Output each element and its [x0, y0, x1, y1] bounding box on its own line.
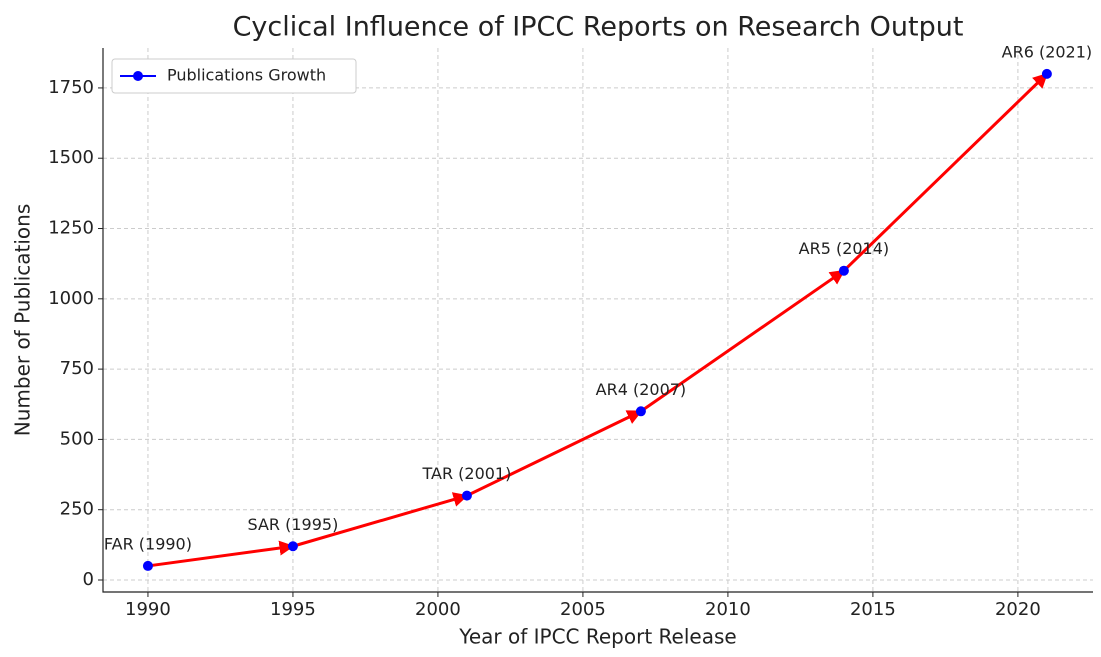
annotation: SAR (1995)	[248, 515, 339, 534]
x-tick-label: 1990	[125, 599, 171, 620]
data-point	[838, 265, 849, 276]
data-point	[1041, 68, 1052, 79]
data-point	[142, 560, 153, 571]
arrow	[147, 540, 295, 568]
x-tick-label: 2010	[705, 599, 751, 620]
legend-label: Publications Growth	[167, 66, 326, 85]
arrow	[842, 72, 1048, 272]
y-axis-label: Number of Publications	[11, 204, 35, 437]
y-tick-label: 1000	[48, 288, 94, 309]
annotation: FAR (1990)	[104, 534, 192, 553]
annotation: AR6 (2021)	[1002, 42, 1093, 61]
legend: Publications Growth	[111, 58, 357, 94]
data-point	[461, 490, 472, 501]
data-point	[287, 541, 298, 552]
y-tick-label: 500	[60, 428, 94, 449]
y-tick-label: 1500	[48, 147, 94, 168]
y-tick-label: 0	[83, 569, 94, 590]
arrow	[292, 492, 469, 548]
x-tick-label: 2000	[415, 599, 461, 620]
annotation: AR4 (2007)	[596, 380, 687, 399]
y-tick-label: 750	[60, 358, 94, 379]
x-tick-label: 1995	[270, 599, 316, 620]
x-axis-label: Year of IPCC Report Release	[458, 625, 736, 649]
data-line	[147, 73, 1048, 567]
y-tick-label: 1750	[48, 77, 94, 98]
y-tick-label: 1250	[48, 218, 94, 239]
annotation: AR5 (2014)	[799, 239, 890, 258]
axes-frame	[102, 48, 1093, 593]
legend-marker	[133, 71, 143, 81]
x-tick-label: 2020	[995, 599, 1041, 620]
y-tick-label: 250	[60, 499, 94, 520]
annotation: TAR (2001)	[421, 464, 511, 483]
data-point	[635, 406, 646, 417]
x-tick-label: 2005	[560, 599, 606, 620]
x-tick-label: 2015	[850, 599, 896, 620]
legend-box	[111, 58, 357, 94]
arrow	[640, 269, 846, 413]
chart-title: Cyclical Influence of IPCC Reports on Re…	[233, 12, 964, 43]
arrow	[466, 409, 643, 497]
